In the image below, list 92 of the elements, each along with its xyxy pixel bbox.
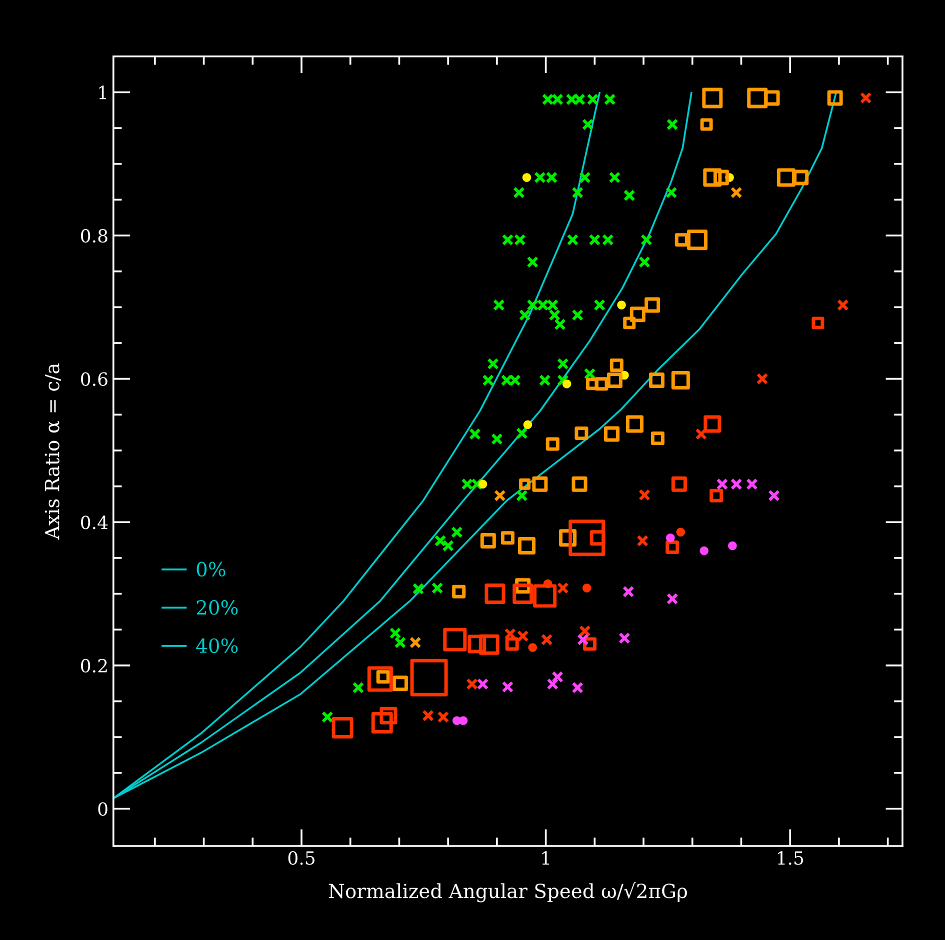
point <box>494 490 506 502</box>
point <box>623 189 636 202</box>
point <box>394 636 406 648</box>
point <box>730 478 742 490</box>
y-tick-label: 0.6 <box>81 372 108 386</box>
y-tick-label: 0.8 <box>81 228 108 243</box>
point <box>582 584 592 592</box>
y-tick-label: 1 <box>99 86 106 100</box>
point <box>321 711 334 723</box>
point <box>636 534 648 547</box>
point <box>572 309 584 321</box>
point <box>756 372 768 385</box>
point <box>666 534 675 542</box>
point <box>482 374 494 386</box>
point <box>450 526 463 538</box>
point <box>523 420 532 430</box>
point <box>860 92 872 104</box>
point <box>665 186 678 198</box>
point <box>604 93 616 106</box>
point <box>434 534 446 547</box>
point <box>437 711 450 723</box>
point <box>518 309 531 321</box>
point <box>582 118 594 130</box>
point <box>617 300 626 310</box>
point <box>548 309 561 321</box>
point <box>716 478 728 490</box>
point <box>556 358 569 370</box>
point <box>746 478 758 490</box>
point <box>546 678 559 690</box>
point <box>491 433 503 445</box>
y-tick-label: 0 <box>98 802 108 816</box>
point <box>666 118 678 130</box>
point <box>666 592 678 605</box>
point <box>543 579 552 588</box>
point <box>700 546 708 556</box>
point <box>836 299 849 311</box>
point <box>352 682 364 694</box>
point <box>554 318 566 330</box>
point <box>431 582 444 594</box>
point <box>618 632 630 644</box>
point <box>528 643 538 652</box>
legend-label: 40% <box>196 638 238 654</box>
point <box>566 234 579 246</box>
point <box>476 678 489 690</box>
x-tick-label: 1.5 <box>778 851 804 865</box>
point <box>540 634 553 646</box>
point <box>516 427 528 440</box>
point <box>638 488 650 501</box>
point <box>562 379 572 388</box>
point <box>522 173 532 182</box>
point <box>422 710 434 722</box>
point <box>389 627 402 640</box>
point <box>730 186 742 198</box>
point <box>768 490 780 502</box>
point <box>594 299 606 311</box>
point <box>469 428 481 440</box>
point <box>526 256 539 268</box>
point <box>556 374 569 386</box>
point <box>466 678 478 690</box>
point <box>556 582 569 594</box>
point <box>502 681 514 693</box>
point <box>695 428 708 440</box>
point <box>442 540 454 552</box>
point <box>728 541 737 550</box>
y-tick-label: 0.4 <box>81 516 108 530</box>
point <box>552 670 564 683</box>
point <box>409 636 422 648</box>
point <box>538 374 551 386</box>
point <box>608 172 621 184</box>
point <box>676 528 686 537</box>
y-tick-label: 0.2 <box>81 658 107 673</box>
point <box>572 682 584 694</box>
point <box>513 186 525 198</box>
point <box>622 586 634 598</box>
point <box>584 368 596 380</box>
point <box>412 582 424 595</box>
point <box>478 480 488 489</box>
point <box>492 299 505 311</box>
point <box>572 186 584 198</box>
legend-label: 0% <box>196 562 226 576</box>
x-tick-label: 0.5 <box>288 851 314 865</box>
point <box>516 490 528 502</box>
point <box>578 172 591 184</box>
point <box>638 256 650 268</box>
x-tick-label: 1 <box>542 851 549 865</box>
point <box>578 625 591 637</box>
point <box>577 634 589 646</box>
point <box>640 234 652 246</box>
legend-label: 20% <box>196 600 238 615</box>
y-axis-title: Axis Ratio α = c/a <box>44 363 61 540</box>
point <box>487 358 499 370</box>
x-axis-title: Normalized Angular Speed ω/√2πGρ <box>328 882 687 902</box>
